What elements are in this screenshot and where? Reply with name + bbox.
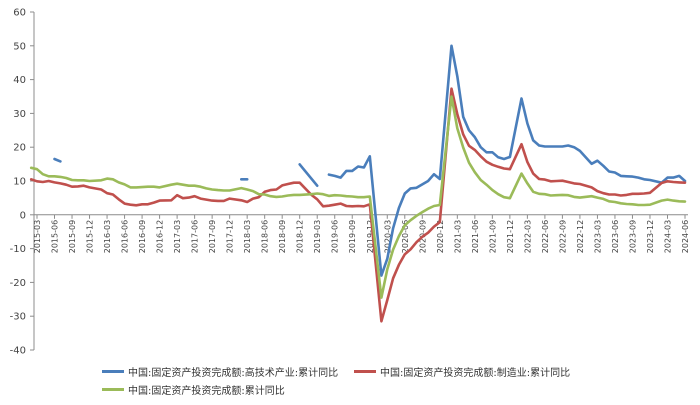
x-tick-label: 2017-12 bbox=[226, 220, 235, 253]
x-tick-label: 2021-06 bbox=[471, 220, 480, 253]
y-tick-label: -30 bbox=[10, 312, 26, 323]
x-tick-label: 2018-03 bbox=[243, 220, 252, 253]
x-tick-label: 2019-06 bbox=[331, 220, 340, 253]
x-tick-label: 2017-06 bbox=[191, 220, 200, 253]
y-tick-label: 30 bbox=[13, 109, 26, 120]
y-tick-label: 0 bbox=[20, 210, 26, 221]
y-tick-label: -20 bbox=[10, 278, 26, 289]
x-tick-label: 2019-12 bbox=[366, 220, 375, 253]
series-lines bbox=[29, 44, 687, 323]
x-tick-label: 2015-12 bbox=[86, 220, 95, 253]
x-tick-label: 2015-03 bbox=[33, 220, 42, 253]
x-tick-label: 2023-03 bbox=[593, 220, 602, 253]
x-tick-label: 2015-09 bbox=[68, 220, 77, 253]
x-tick-label: 2022-06 bbox=[541, 220, 550, 253]
y-tick-label: -40 bbox=[10, 346, 26, 357]
x-tick-label: 2021-03 bbox=[453, 220, 462, 253]
x-tick-label: 2018-12 bbox=[296, 220, 305, 253]
x-tick-label: 2016-06 bbox=[121, 220, 130, 253]
y-tick-label: 50 bbox=[13, 41, 26, 52]
x-tick-label: 2022-09 bbox=[558, 220, 567, 253]
x-tick-label: 2022-12 bbox=[576, 220, 585, 253]
x-tick-label: 2020-03 bbox=[383, 220, 392, 253]
x-tick-label: 2019-09 bbox=[348, 220, 357, 253]
x-tick-label: 2024-03 bbox=[663, 220, 672, 253]
x-tick-label: 2018-09 bbox=[278, 220, 287, 253]
x-tick-label: 2021-09 bbox=[488, 220, 497, 253]
x-tick-label: 2017-03 bbox=[173, 220, 182, 253]
x-tick-label: 2021-12 bbox=[506, 220, 515, 253]
x-tick-label: 2022-03 bbox=[523, 220, 532, 253]
x-tick-label: 2020-12 bbox=[436, 220, 445, 253]
x-tick-label: 2016-03 bbox=[103, 220, 112, 253]
x-tick-label: 2016-09 bbox=[138, 220, 147, 253]
x-tick-label: 2020-06 bbox=[401, 220, 410, 253]
series-line-0-segment-0 bbox=[53, 157, 62, 163]
series-line-0-segment-3 bbox=[327, 44, 687, 277]
series-line-0-segment-2 bbox=[298, 163, 319, 187]
x-tick-label: 2018-06 bbox=[261, 220, 270, 253]
axes: -40 -30 -20 -10 0 10 20 30 40 50 60 2015-03 2015-06 2… bbox=[10, 8, 690, 357]
y-tick-label: -10 bbox=[10, 244, 26, 255]
series-line-2-segment-0 bbox=[29, 95, 687, 299]
y-tick-label: 10 bbox=[13, 177, 26, 188]
x-tick-label: 2017-09 bbox=[208, 220, 217, 253]
x-tick-label: 2024-06 bbox=[681, 220, 690, 253]
series-line-1-segment-0 bbox=[29, 87, 687, 323]
y-tick-label: 40 bbox=[13, 75, 26, 86]
x-tick-label: 2015-06 bbox=[51, 220, 60, 253]
y-tick-label: 20 bbox=[13, 143, 26, 154]
x-tick-label: 2023-12 bbox=[646, 220, 655, 253]
y-tick-label: 60 bbox=[13, 8, 26, 19]
x-tick-label: 2023-09 bbox=[628, 220, 637, 253]
x-tick-label: 2023-06 bbox=[611, 220, 620, 253]
x-tick-label: 2019-03 bbox=[313, 220, 322, 253]
x-tick-label: 2016-12 bbox=[156, 220, 165, 253]
